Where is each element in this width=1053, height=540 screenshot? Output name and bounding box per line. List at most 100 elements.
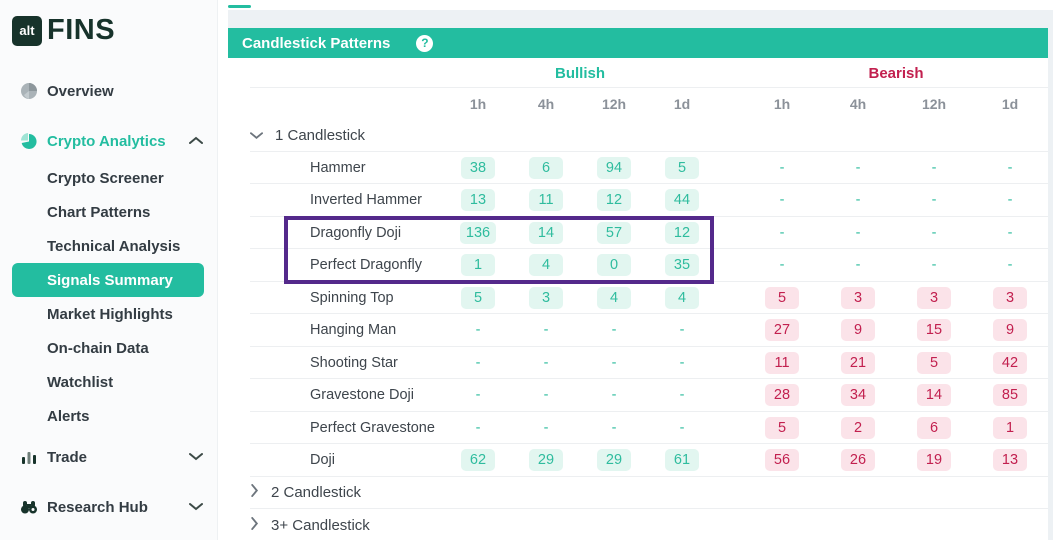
bar-chart-icon xyxy=(20,448,38,466)
signal-count-badge[interactable]: 94 xyxy=(597,156,631,179)
pattern-row: Perfect Dragonfly 1 4 0 35 - - - - xyxy=(228,249,1048,282)
signal-count-badge[interactable]: 0 xyxy=(597,254,631,277)
signal-group-header-row: Bullish Bearish xyxy=(228,58,1048,88)
signal-count-badge[interactable]: 4 xyxy=(597,286,631,309)
pattern-name: Gravestone Doji xyxy=(310,387,414,404)
signal-count-badge[interactable]: 5 xyxy=(765,416,799,439)
timeframe-header-4h: 4h xyxy=(537,95,555,112)
signal-count-badge[interactable]: 11 xyxy=(765,351,799,374)
scrollbar-thumb[interactable] xyxy=(228,5,251,8)
pattern-name: Perfect Gravestone xyxy=(310,419,435,436)
panel-header: Candlestick Patterns ? xyxy=(228,28,1048,58)
section-row-1-candlestick[interactable]: 1 Candlestick xyxy=(228,119,1048,152)
signal-count-badge[interactable]: 4 xyxy=(529,254,563,277)
bullish-group-label: Bullish xyxy=(554,64,605,82)
signal-count-badge[interactable]: 57 xyxy=(597,221,631,244)
signal-count-badge[interactable]: 38 xyxy=(461,156,495,179)
signal-count-badge[interactable]: 35 xyxy=(665,254,699,277)
chevron-down-icon[interactable] xyxy=(189,448,203,466)
sidebar-item-label: Research Hub xyxy=(47,498,148,516)
signal-count-badge[interactable]: 6 xyxy=(529,156,563,179)
sidebar-item-signals-summary[interactable]: Signals Summary xyxy=(12,263,204,297)
signal-count-badge[interactable]: 5 xyxy=(461,286,495,309)
signal-count-badge[interactable]: 2 xyxy=(841,416,875,439)
signal-count-badge[interactable]: 5 xyxy=(665,156,699,179)
empty-signal-dash: - xyxy=(931,257,937,274)
signal-count-badge[interactable]: 3 xyxy=(529,286,563,309)
sidebar-item-research-hub[interactable]: Research Hub xyxy=(0,489,217,525)
sidebar-item-alerts[interactable]: Alerts xyxy=(47,407,90,425)
signal-count-badge[interactable]: 29 xyxy=(597,449,631,472)
signal-count-badge[interactable]: 21 xyxy=(841,351,875,374)
empty-signal-dash: - xyxy=(1007,159,1013,176)
section-row-2-candlestick[interactable]: 2 Candlestick xyxy=(228,477,1048,510)
signal-count-badge[interactable]: 34 xyxy=(841,384,875,407)
signal-count-badge[interactable]: 3 xyxy=(841,286,875,309)
empty-signal-dash: - xyxy=(475,322,481,339)
chevron-right-icon[interactable] xyxy=(250,484,259,501)
signal-count-badge[interactable]: 4 xyxy=(665,286,699,309)
chevron-down-icon[interactable] xyxy=(250,127,263,144)
pattern-row: Inverted Hammer 13 11 12 44 - - - - xyxy=(228,184,1048,217)
signal-count-badge[interactable]: 19 xyxy=(917,449,951,472)
empty-signal-dash: - xyxy=(611,322,617,339)
help-icon[interactable]: ? xyxy=(416,34,434,52)
timeframe-header-4h: 4h xyxy=(849,95,867,112)
signal-count-badge[interactable]: 29 xyxy=(529,449,563,472)
empty-signal-dash: - xyxy=(779,224,785,241)
signal-count-badge[interactable]: 1 xyxy=(993,416,1027,439)
empty-signal-dash: - xyxy=(855,192,861,209)
signal-count-badge[interactable]: 26 xyxy=(841,449,875,472)
sidebar-item-chart-patterns[interactable]: Chart Patterns xyxy=(47,203,151,221)
signal-count-badge[interactable]: 42 xyxy=(993,351,1027,374)
signal-count-badge[interactable]: 5 xyxy=(765,286,799,309)
section-row-3-candlestick[interactable]: 3+ Candlestick xyxy=(228,509,1048,540)
signal-count-badge[interactable]: 62 xyxy=(461,449,495,472)
signal-count-badge[interactable]: 27 xyxy=(765,319,799,342)
signal-count-badge[interactable]: 12 xyxy=(597,189,631,212)
chevron-down-icon[interactable] xyxy=(189,498,203,516)
signal-count-badge[interactable]: 1 xyxy=(461,254,495,277)
signal-count-badge[interactable]: 56 xyxy=(765,449,799,472)
empty-signal-dash: - xyxy=(475,354,481,371)
sidebar-item-on-chain-data[interactable]: On-chain Data xyxy=(47,339,149,357)
empty-signal-dash: - xyxy=(779,159,785,176)
signal-count-badge[interactable]: 14 xyxy=(529,221,563,244)
signal-count-badge[interactable]: 11 xyxy=(529,189,563,212)
signal-count-badge[interactable]: 28 xyxy=(765,384,799,407)
chevron-up-icon[interactable] xyxy=(189,132,203,150)
signal-count-badge[interactable]: 61 xyxy=(665,449,699,472)
signal-count-badge[interactable]: 13 xyxy=(993,449,1027,472)
main-content: Candlestick Patterns ? Bullish Bearish 1… xyxy=(228,0,1053,540)
signal-count-badge[interactable]: 15 xyxy=(917,319,951,342)
sidebar-item-watchlist[interactable]: Watchlist xyxy=(47,373,114,391)
signal-count-badge[interactable]: 44 xyxy=(665,189,699,212)
empty-signal-dash: - xyxy=(679,354,685,371)
signal-count-badge[interactable]: 9 xyxy=(841,319,875,342)
section-label: 1 Candlestick xyxy=(275,126,366,144)
signal-count-badge[interactable]: 13 xyxy=(461,189,495,212)
altfins-logo[interactable]: alt FINS xyxy=(12,14,217,47)
sidebar-item-crypto-analytics[interactable]: Crypto Analytics xyxy=(0,123,217,159)
signal-count-badge[interactable]: 12 xyxy=(665,221,699,244)
sidebar-item-trade[interactable]: Trade xyxy=(0,439,217,475)
sidebar-item-market-highlights[interactable]: Market Highlights xyxy=(47,305,173,323)
top-scrollbar-track xyxy=(228,0,1053,10)
signal-count-badge[interactable]: 3 xyxy=(917,286,951,309)
sidebar-item-technical-analysis[interactable]: Technical Analysis xyxy=(47,237,181,255)
pattern-row: Hanging Man - - - - 27 9 15 9 xyxy=(228,314,1048,347)
sidebar-item-label: Overview xyxy=(47,82,114,100)
signal-count-badge[interactable]: 6 xyxy=(917,416,951,439)
signal-count-badge[interactable]: 3 xyxy=(993,286,1027,309)
empty-signal-dash: - xyxy=(779,257,785,274)
logo-fins-text: FINS xyxy=(47,14,116,46)
signal-count-badge[interactable]: 85 xyxy=(993,384,1027,407)
sidebar-item-crypto-screener[interactable]: Crypto Screener xyxy=(47,169,164,187)
bearish-group-label: Bearish xyxy=(868,64,924,82)
signal-count-badge[interactable]: 5 xyxy=(917,351,951,374)
chevron-right-icon[interactable] xyxy=(250,516,259,534)
signal-count-badge[interactable]: 136 xyxy=(459,221,497,244)
sidebar-item-overview[interactable]: Overview xyxy=(0,73,217,109)
signal-count-badge[interactable]: 14 xyxy=(917,384,951,407)
signal-count-badge[interactable]: 9 xyxy=(993,319,1027,342)
